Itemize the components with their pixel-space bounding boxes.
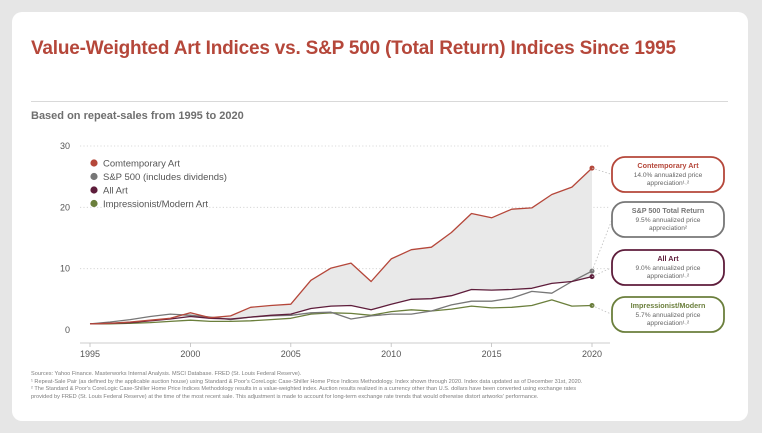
callout-line-impressionist: 5.7% annualized price xyxy=(636,312,701,319)
x-tick-label: 2020 xyxy=(582,349,602,359)
legend-swatch-contemporary xyxy=(90,159,98,167)
y-axis-ticks: 0 10 20 30 xyxy=(60,141,70,335)
y-tick-label: 20 xyxy=(60,202,70,212)
footnote-2-cont: provided by FRED (St. Louis Federal Rese… xyxy=(31,393,539,400)
chart-grid xyxy=(80,145,610,344)
legend-swatch-impressionist xyxy=(90,199,98,208)
footnotes: Sources: Yahoo Finance. Masterworks Inte… xyxy=(31,371,721,401)
series-line-impressionist xyxy=(90,299,593,325)
callout-title-sp500: S&P 500 Total Return xyxy=(632,206,704,215)
callout-leader-all_art xyxy=(591,267,613,278)
series-line-contemporary xyxy=(89,167,593,325)
callout-box-impressionist xyxy=(611,296,725,333)
callout-box-contemporary xyxy=(611,156,725,193)
x-tick-label: 2010 xyxy=(381,349,401,359)
legend-swatch-sp500 xyxy=(90,172,98,181)
series-lines xyxy=(89,167,593,325)
callout-title-contemporary: Contemporary Art xyxy=(637,161,699,170)
footnote-sources: Sources: Yahoo Finance. Masterworks Inte… xyxy=(31,371,302,377)
chart-subtitle: Based on repeat-sales from 1995 to 2020 xyxy=(31,110,244,122)
callout-leader-sp500 xyxy=(591,219,613,272)
callout-leader-contemporary xyxy=(591,167,613,175)
callout-title-impressionist: Impressionist/Modern xyxy=(631,301,706,310)
legend-swatch-all_art xyxy=(90,186,98,194)
legend-label-contemporary: Comtemporary Art xyxy=(103,158,180,169)
legend-label-all_art: All Art xyxy=(103,185,128,196)
footnote-1: ¹ Repeat-Sale Pair (as defined by the ap… xyxy=(31,378,583,385)
x-axis-ticks: 1995 2000 2005 2010 2015 2020 xyxy=(80,343,602,359)
legend-label-impressionist: Impressionist/Modern Art xyxy=(103,199,208,210)
y-tick-label: 0 xyxy=(65,325,70,335)
chart-legend: Comtemporary Art S&P 500 (includes divide… xyxy=(90,158,227,210)
legend-label-sp500: S&P 500 (includes dividends) xyxy=(103,172,227,183)
callout-box-sp500 xyxy=(611,201,725,238)
x-tick-label: 2015 xyxy=(482,349,502,359)
callout-line-all_art: 9.0% annualized price xyxy=(636,265,701,272)
callout-line-sp500: appreciation² xyxy=(649,225,688,232)
callout-line-all_art: appreciation¹˒² xyxy=(647,273,690,280)
callout-leader-impressionist xyxy=(591,305,613,315)
y-tick-label: 30 xyxy=(60,141,70,151)
callout-line-contemporary: appreciation¹˒² xyxy=(647,180,690,187)
y-tick-label: 10 xyxy=(60,264,70,274)
title-divider xyxy=(31,101,728,102)
callout-line-impressionist: appreciation¹˒² xyxy=(647,320,690,327)
x-tick-label: 1995 xyxy=(80,349,100,359)
series-line-sp500 xyxy=(89,270,593,325)
x-tick-label: 2005 xyxy=(281,349,301,359)
contemporary-area-fill xyxy=(90,168,592,324)
callout-title-all_art: All Art xyxy=(657,254,679,263)
callout-line-contemporary: 14.0% annualized price xyxy=(634,172,703,179)
footnote-2: ² The Standard & Poor's CoreLogic Case-S… xyxy=(31,386,577,393)
series-line-all_art xyxy=(89,275,593,325)
chart-title: Value-Weighted Art Indices vs. S&P 500 (… xyxy=(31,38,676,59)
x-tick-label: 2000 xyxy=(180,349,200,359)
callout-box-all_art xyxy=(611,249,725,286)
callout-line-sp500: 9.5% annualized price xyxy=(636,217,701,224)
